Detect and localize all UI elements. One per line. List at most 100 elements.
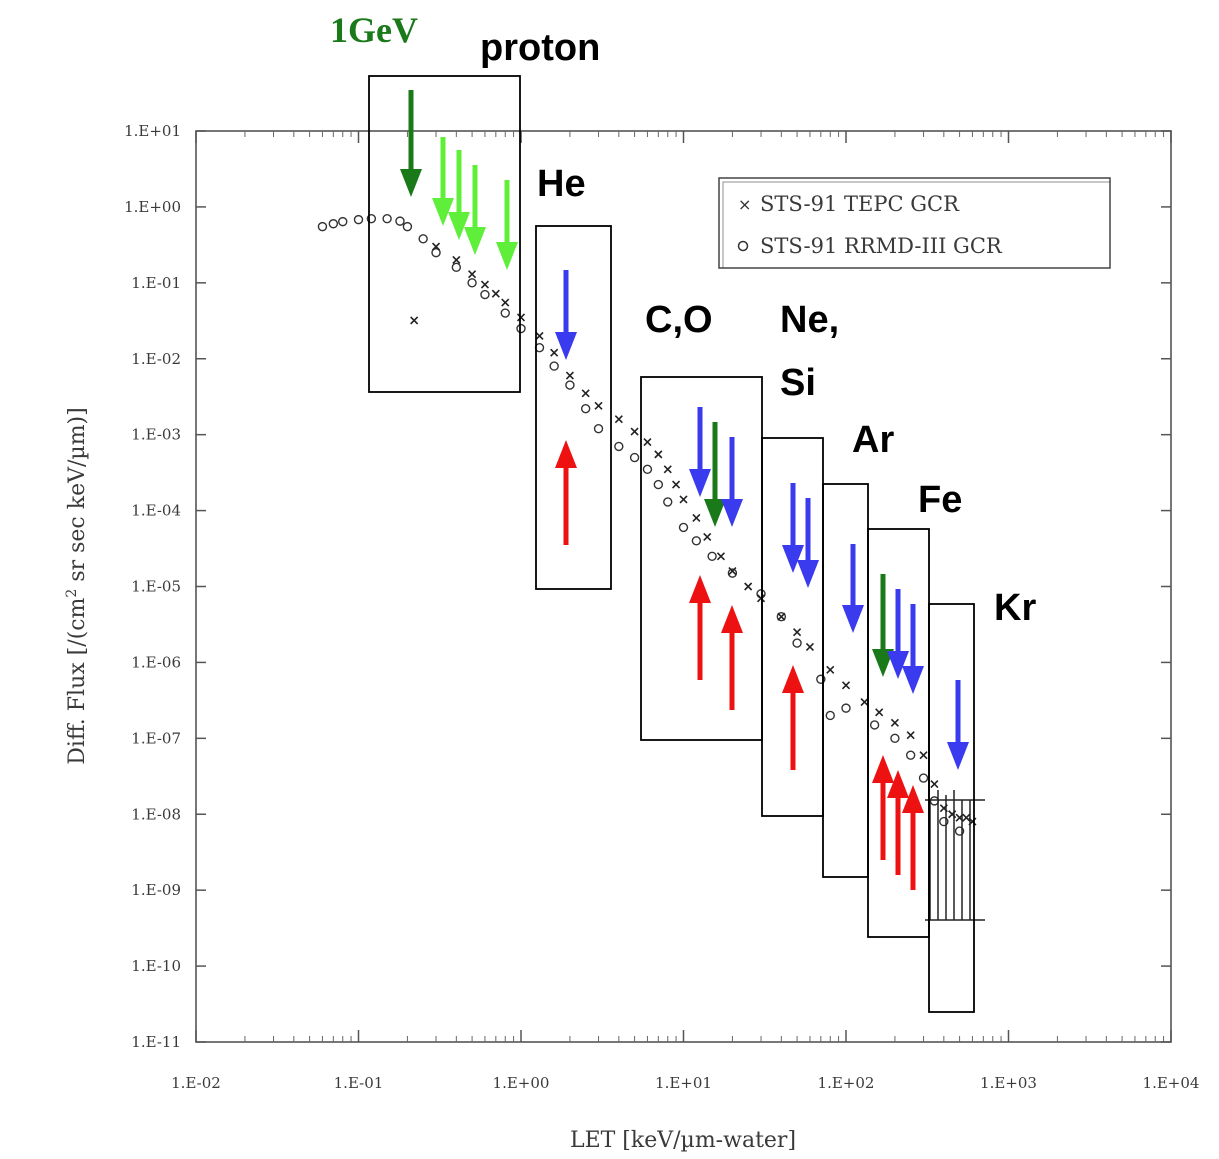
arrow-head <box>842 605 864 633</box>
rrmd-point <box>402 221 413 232</box>
x-tick-label: 1.E+00 <box>493 1074 550 1092</box>
rrmd-point <box>516 323 526 334</box>
ion-label-co: C,O <box>645 299 713 341</box>
arrow-head <box>782 665 804 693</box>
arrow-head <box>887 770 909 798</box>
arrow-down <box>400 90 422 197</box>
y-tick-label: 1.E+00 <box>124 198 181 216</box>
arrow-down <box>782 483 804 573</box>
tepc-point-stroke <box>501 298 510 307</box>
rrmd-point <box>593 423 604 434</box>
tepc-point <box>671 480 681 489</box>
tepc-point-stroke <box>703 532 712 541</box>
tepc-point <box>756 594 766 603</box>
rrmd-point <box>451 262 462 273</box>
arrow-head <box>721 605 743 633</box>
arrow-head <box>797 560 819 588</box>
tepc-point-stroke <box>468 270 477 279</box>
x-tick-label: 1.E-02 <box>171 1074 221 1092</box>
arrow-head <box>464 227 486 255</box>
tepc-point <box>744 582 753 591</box>
tepc-point <box>410 316 419 325</box>
ion-label-kr: Kr <box>994 587 1036 629</box>
arrow-up <box>689 575 711 680</box>
arrow-down <box>448 150 470 240</box>
tepc-point-stroke <box>594 401 603 410</box>
arrows <box>400 90 969 890</box>
tepc-point-stroke <box>906 731 915 740</box>
arrow-up <box>902 785 924 890</box>
tepc-point-stroke <box>692 513 701 523</box>
y-tick-label: 1.E-11 <box>131 1033 181 1051</box>
y-axis-title: Diff. Flux [/(cm2 sr sec keV/µm)] <box>64 407 90 764</box>
tepc-point <box>793 628 802 637</box>
tepc-point-stroke <box>654 450 663 459</box>
rrmd-point <box>382 213 392 224</box>
y-tick-label: 1.E-01 <box>131 274 181 292</box>
arrow-down <box>887 589 909 679</box>
tepc-point <box>962 813 971 822</box>
arrow-head <box>555 440 577 468</box>
tepc-point <box>919 751 928 760</box>
y-tick-label: 1.E-05 <box>131 578 181 596</box>
tepc-point <box>431 242 441 251</box>
tepc-point-stroke <box>550 348 559 357</box>
tepc-point <box>594 401 603 410</box>
rrmd-point <box>431 247 441 258</box>
rrmd-point <box>580 403 591 414</box>
tepc-point-stroke <box>841 681 851 690</box>
tepc-point-stroke <box>716 552 726 561</box>
tepc-point <box>728 566 737 576</box>
arrow-down <box>464 165 486 255</box>
tepc-point <box>614 415 623 424</box>
arrow-down <box>555 270 577 360</box>
rrmd-point <box>467 278 477 288</box>
x-tick-label: 1.E+01 <box>655 1074 712 1092</box>
series-rrmd <box>317 213 965 836</box>
arrow-down <box>797 498 819 588</box>
ion-label-ar: Ar <box>852 419 894 461</box>
tepc-point <box>860 698 869 707</box>
tepc-point <box>501 298 510 307</box>
tepc-point-stroke <box>826 665 835 674</box>
ion-label-ne: Ne, <box>780 299 839 341</box>
rrmd-point <box>905 750 916 760</box>
tepc-point <box>550 348 559 357</box>
rrmd-point <box>756 589 766 599</box>
x-tick-label: 1.E+03 <box>980 1074 1037 1092</box>
arrow-down <box>496 180 518 270</box>
tepc-point-stroke <box>452 255 461 265</box>
tepc-point <box>890 718 899 727</box>
rrmd-point <box>727 568 738 578</box>
tepc-point <box>875 708 884 717</box>
arrow-down <box>721 437 743 527</box>
rrmd-point <box>629 452 640 463</box>
tepc-point <box>826 665 835 674</box>
rrmd-point <box>653 479 664 490</box>
y-tick-label: 1.E-04 <box>131 502 181 520</box>
rrmd-point <box>614 441 624 452</box>
tepc-point-stroke <box>491 289 500 298</box>
rrmd-point <box>678 522 689 533</box>
rrmd-point <box>918 773 929 783</box>
tepc-point-stroke <box>663 465 672 474</box>
tepc-point <box>581 389 590 398</box>
arrow-head <box>887 651 909 679</box>
y-axis-ticks: 1.E+01 1.E+00 1.E-01 1.E-02 1.E-03 1.E-04 1.E-… <box>124 122 1171 1051</box>
rrmd-point <box>565 380 575 390</box>
ion-label-he: He <box>537 163 586 205</box>
arrow-head <box>448 212 470 240</box>
rrmd-point <box>366 213 377 224</box>
tepc-point <box>516 313 526 322</box>
arrow-head <box>902 666 924 694</box>
tepc-point-stroke <box>679 495 688 504</box>
arrow-down <box>902 604 924 694</box>
rrmd-point <box>549 361 559 371</box>
arrow-head <box>555 332 577 360</box>
tepc-point-stroke <box>516 313 526 322</box>
tepc-point <box>480 280 490 289</box>
legend-label-tepc: STS-91 TEPC GCR <box>760 192 960 216</box>
error-bars <box>925 790 985 921</box>
tepc-point-stroke <box>793 628 802 637</box>
series-tepc <box>410 242 977 826</box>
